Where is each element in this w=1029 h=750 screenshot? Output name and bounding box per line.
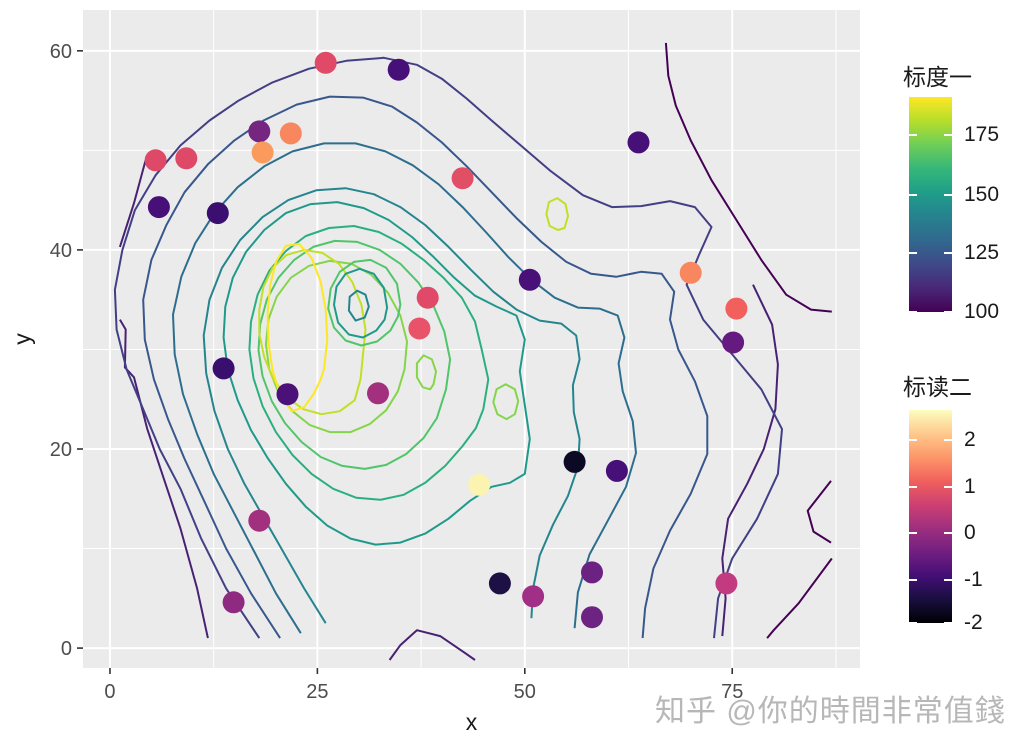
data-point — [248, 509, 271, 532]
legend-tick-mark — [909, 134, 917, 137]
contour-line — [492, 383, 520, 421]
data-point — [144, 149, 167, 172]
legend-tick-mark — [909, 531, 917, 534]
y-tick-label: 60 — [50, 41, 72, 63]
data-point — [715, 572, 738, 595]
contour-line — [333, 267, 389, 339]
data-point — [725, 297, 748, 320]
contour-line — [347, 289, 370, 322]
data-point — [679, 261, 702, 284]
x-tick-label: 25 — [306, 681, 328, 703]
contour-line — [248, 225, 490, 501]
contour-line — [388, 629, 476, 661]
watermark: 知乎 @你的時間非常值錢 — [655, 695, 1006, 728]
y-tick-label: 40 — [50, 240, 72, 262]
legend-tick-mark — [909, 439, 917, 442]
legend-label: 100 — [964, 300, 1000, 323]
contour-line — [806, 480, 832, 544]
legend-tick-mark — [909, 311, 917, 313]
legend-tick-mark — [944, 252, 952, 255]
contour-line — [327, 258, 402, 347]
legend-tick-mark — [909, 578, 917, 581]
data-point — [314, 51, 337, 74]
data-point — [276, 383, 299, 406]
contour-line — [142, 95, 709, 639]
data-point — [147, 196, 170, 219]
data-point — [581, 561, 603, 584]
data-point — [522, 585, 545, 608]
data-point — [563, 450, 586, 473]
contour-line — [113, 56, 783, 639]
contour-line — [172, 142, 637, 634]
data-point — [451, 167, 474, 190]
legend-tick-mark — [909, 194, 917, 197]
data-point — [605, 459, 628, 482]
data-point — [518, 268, 541, 291]
y-axis-title: y — [9, 333, 35, 345]
legend-label: 2 — [964, 428, 976, 452]
data-point — [387, 58, 410, 81]
y-tick-label: 0 — [61, 638, 72, 660]
data-point — [408, 317, 431, 340]
data-point — [251, 141, 274, 164]
legend-tick-mark — [944, 134, 952, 137]
legend-label: 0 — [964, 520, 976, 544]
legend-one-colorbar — [909, 97, 952, 312]
contour-line — [258, 248, 367, 416]
data-point — [488, 572, 511, 595]
data-point — [212, 357, 235, 380]
legend-tick-mark — [944, 578, 952, 581]
data-point — [416, 286, 439, 309]
contour-line — [118, 160, 147, 248]
data-point — [222, 591, 245, 614]
data-point — [248, 120, 271, 143]
legend-label: 175 — [964, 123, 1000, 147]
contour-line — [766, 557, 833, 639]
legend-label: -1 — [964, 567, 983, 591]
data-point — [175, 147, 198, 170]
x-tick-label: 50 — [514, 681, 536, 703]
data-point — [367, 382, 389, 405]
legend-tick-mark — [909, 252, 917, 255]
legend-tick-mark — [944, 531, 952, 534]
data-point — [279, 122, 302, 145]
contour-line — [266, 242, 329, 413]
legend-tick-mark — [944, 622, 952, 624]
legend-tick-mark — [909, 622, 917, 624]
legend-tick-mark — [944, 439, 952, 442]
x-tick-label: 75 — [721, 681, 743, 703]
data-point — [722, 331, 745, 354]
legend-two-colorbar — [909, 410, 952, 623]
x-axis-title: x — [466, 709, 478, 735]
data-point — [206, 202, 229, 225]
contour-line — [222, 201, 531, 546]
legend-label: 125 — [964, 241, 1000, 265]
legend-label: 1 — [964, 475, 976, 499]
y-tick-label: 20 — [50, 439, 72, 461]
legend-label: -2 — [964, 611, 983, 634]
contour-line — [202, 187, 581, 624]
legend-tick-mark — [909, 486, 917, 489]
legend-label: 150 — [964, 183, 1000, 207]
x-tick-label: 0 — [104, 681, 115, 703]
legend-two-title: 标读二 — [903, 374, 972, 400]
legend-tick-mark — [944, 311, 952, 313]
contour-line — [545, 197, 569, 231]
contour-line — [664, 42, 832, 313]
data-point — [468, 473, 491, 496]
contour-line — [119, 319, 209, 639]
legend-tick-mark — [944, 194, 952, 197]
legend-tick-mark — [944, 486, 952, 489]
legend-one-title: 标度一 — [903, 64, 972, 90]
contour-line — [415, 354, 437, 391]
data-point — [581, 606, 603, 629]
data-point — [627, 131, 650, 154]
